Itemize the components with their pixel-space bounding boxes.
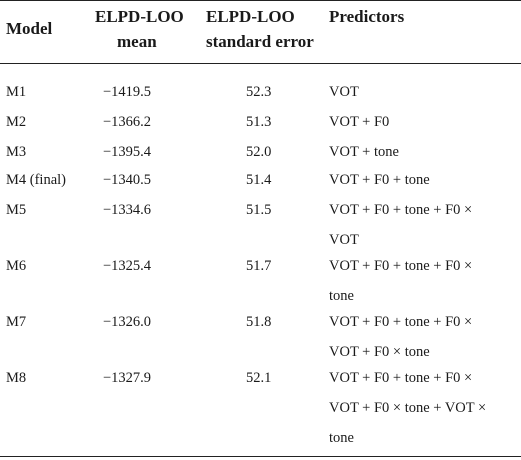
cell-elpd-se: 51.5 bbox=[246, 202, 272, 218]
cell-model: M1 bbox=[6, 84, 27, 100]
header-elpd-mean: ELPD-LOO mean bbox=[95, 4, 184, 54]
predictors-line: VOT bbox=[329, 84, 359, 100]
header-elpd-mean-line1: ELPD-LOO bbox=[95, 7, 184, 26]
predictors-line: VOT + F0 × tone + VOT × bbox=[329, 400, 487, 416]
predictors-line: tone bbox=[329, 430, 354, 446]
cell-elpd-se: 51.8 bbox=[246, 314, 272, 330]
cell-model: M3 bbox=[6, 144, 27, 160]
cell-predictors: VOT + F0 + tone + F0 × VOT + F0 × tone + … bbox=[329, 365, 515, 451]
cell-model: M4 (final) bbox=[6, 172, 66, 188]
header-elpd-mean-line2: mean bbox=[117, 32, 157, 51]
header-elpd-se-line2: standard error bbox=[206, 32, 314, 51]
cell-predictors: VOT bbox=[329, 79, 515, 105]
predictors-line: VOT + F0 × tone bbox=[329, 344, 430, 360]
table-header-rule bbox=[0, 63, 521, 64]
cell-model: M2 bbox=[6, 114, 27, 130]
cell-elpd-mean: −1326.0 bbox=[103, 314, 152, 330]
header-elpd-se-line1: ELPD-LOO bbox=[206, 7, 295, 26]
cell-elpd-se: 51.4 bbox=[246, 172, 272, 188]
cell-elpd-se: 52.1 bbox=[246, 370, 272, 386]
predictors-line: VOT + tone bbox=[329, 144, 399, 160]
cell-elpd-mean: −1366.2 bbox=[103, 114, 152, 130]
cell-model: M7 bbox=[6, 314, 27, 330]
cell-elpd-mean: −1419.5 bbox=[103, 84, 152, 100]
predictors-line: VOT + F0 bbox=[329, 114, 390, 130]
cell-predictors: VOT + tone bbox=[329, 139, 515, 165]
table-bottom-rule bbox=[0, 456, 521, 457]
predictors-line: VOT + F0 + tone + F0 × bbox=[329, 258, 473, 274]
cell-predictors: VOT + F0 + tone + F0 × VOT bbox=[329, 197, 515, 253]
header-elpd-se: ELPD-LOO standard error bbox=[206, 4, 314, 54]
header-model: Model bbox=[6, 19, 53, 38]
cell-elpd-mean: −1327.9 bbox=[103, 370, 152, 386]
cell-model: M8 bbox=[6, 370, 27, 386]
cell-elpd-se: 52.0 bbox=[246, 144, 272, 160]
cell-elpd-se: 52.3 bbox=[246, 84, 272, 100]
cell-predictors: VOT + F0 + tone bbox=[329, 167, 515, 193]
cell-predictors: VOT + F0 + tone + F0 × VOT + F0 × tone bbox=[329, 309, 515, 365]
cell-model: M5 bbox=[6, 202, 27, 218]
cell-model: M6 bbox=[6, 258, 27, 274]
predictors-line: VOT + F0 + tone + F0 × bbox=[329, 202, 473, 218]
cell-elpd-mean: −1334.6 bbox=[103, 202, 152, 218]
cell-elpd-mean: −1395.4 bbox=[103, 144, 152, 160]
cell-elpd-se: 51.7 bbox=[246, 258, 272, 274]
header-predictors: Predictors bbox=[329, 7, 405, 26]
cell-predictors: VOT + F0 bbox=[329, 109, 515, 135]
predictors-line: VOT + F0 + tone bbox=[329, 172, 430, 188]
predictors-line: VOT bbox=[329, 232, 359, 248]
predictors-line: tone bbox=[329, 288, 354, 304]
cell-elpd-mean: −1325.4 bbox=[103, 258, 152, 274]
cell-elpd-se: 51.3 bbox=[246, 114, 272, 130]
cell-elpd-mean: −1340.5 bbox=[103, 172, 152, 188]
predictors-line: VOT + F0 + tone + F0 × bbox=[329, 370, 473, 386]
table-top-rule bbox=[0, 0, 521, 1]
predictors-line: VOT + F0 + tone + F0 × bbox=[329, 314, 473, 330]
cell-predictors: VOT + F0 + tone + F0 × tone bbox=[329, 253, 515, 309]
